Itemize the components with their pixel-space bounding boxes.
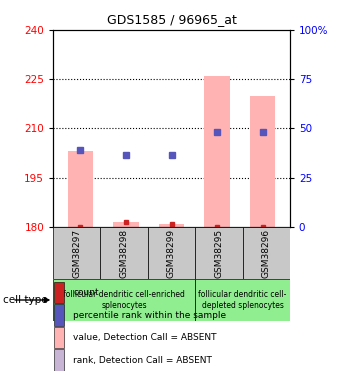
Text: GSM38296: GSM38296 — [262, 228, 271, 278]
Bar — [195, 227, 243, 279]
Bar — [159, 224, 184, 227]
Text: GSM38298: GSM38298 — [120, 228, 129, 278]
Bar — [68, 152, 93, 227]
Text: percentile rank within the sample: percentile rank within the sample — [73, 310, 226, 320]
Bar — [54, 327, 64, 348]
Bar — [148, 227, 195, 279]
Bar — [54, 304, 64, 326]
Text: value, Detection Call = ABSENT: value, Detection Call = ABSENT — [73, 333, 217, 342]
Text: GSM38299: GSM38299 — [167, 228, 176, 278]
Text: count: count — [73, 288, 99, 297]
Text: follicular dendritic cell-
depleted splenocytes: follicular dendritic cell- depleted sple… — [198, 290, 287, 310]
Bar — [250, 96, 275, 227]
Bar — [54, 282, 64, 303]
Bar — [53, 279, 195, 321]
Text: cell type: cell type — [3, 295, 48, 305]
Bar — [53, 227, 100, 279]
Text: GSM38297: GSM38297 — [72, 228, 81, 278]
Text: GDS1585 / 96965_at: GDS1585 / 96965_at — [107, 13, 236, 26]
Bar — [243, 227, 290, 279]
Bar — [195, 279, 290, 321]
Text: GSM38295: GSM38295 — [214, 228, 223, 278]
Bar — [100, 227, 148, 279]
Bar — [54, 349, 64, 371]
Text: rank, Detection Call = ABSENT: rank, Detection Call = ABSENT — [73, 356, 212, 364]
Text: follicular dendritic cell-enriched
splenocytes: follicular dendritic cell-enriched splen… — [63, 290, 185, 310]
Bar — [204, 76, 229, 227]
Bar — [114, 222, 139, 227]
